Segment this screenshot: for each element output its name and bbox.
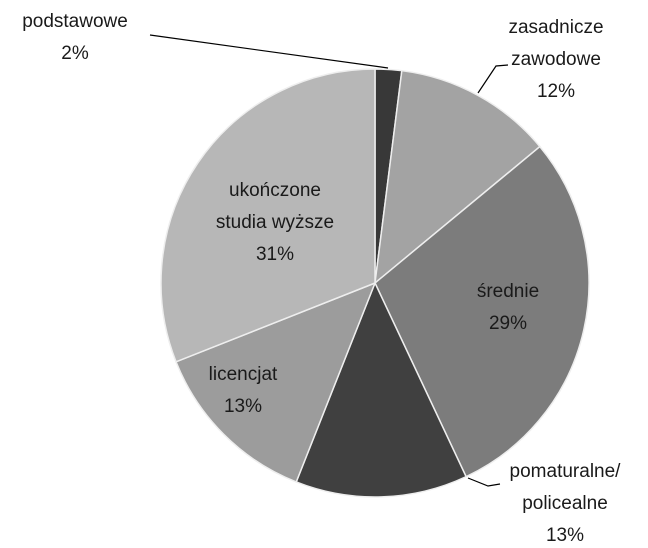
slice-label: średnie 29% [477, 276, 539, 340]
pie-slice [295, 281, 468, 498]
category-label: podstawowe [22, 11, 128, 32]
slice-label: pomaturalne/ policealne 13% [510, 456, 621, 548]
slice-label: zasadnicze zawodowe 12% [508, 12, 603, 108]
category-label: zasadnicze zawodowe [508, 17, 604, 70]
slice-label: licencjat 13% [209, 359, 278, 423]
leader-line [477, 64, 509, 94]
pie-slice [374, 145, 590, 478]
category-label: licencjat [208, 364, 278, 385]
category-label: średnie [476, 281, 540, 302]
pie-slice [374, 69, 541, 285]
value-label: 31% [255, 244, 295, 265]
leader-line [467, 477, 501, 487]
category-label: ukończone studia wyższe [215, 180, 335, 233]
value-label: 13% [545, 525, 585, 546]
value-label: 2% [61, 43, 89, 64]
slice-label: podstawowe 2% [22, 6, 128, 70]
slice-label: ukończone studia wyższe 31% [216, 175, 334, 271]
value-label: 12% [536, 81, 576, 102]
value-label: 29% [488, 313, 528, 334]
leader-line [149, 34, 389, 69]
category-label: pomaturalne/ policealne [509, 461, 621, 514]
value-label: 13% [223, 396, 263, 417]
pie-slice [160, 68, 376, 363]
pie-slice [175, 281, 377, 483]
